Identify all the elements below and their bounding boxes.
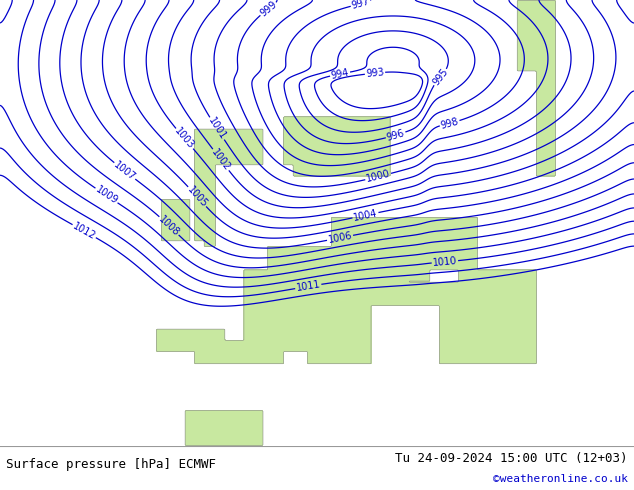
Text: 1007: 1007 — [112, 159, 138, 182]
Text: 1012: 1012 — [71, 221, 98, 242]
Text: 1008: 1008 — [157, 214, 181, 238]
Text: 1002: 1002 — [209, 147, 232, 172]
Text: 997: 997 — [351, 0, 371, 11]
Text: 1003: 1003 — [172, 126, 197, 151]
Text: 1011: 1011 — [295, 279, 321, 294]
Text: Surface pressure [hPa] ECMWF: Surface pressure [hPa] ECMWF — [6, 458, 216, 471]
Text: 1010: 1010 — [432, 256, 458, 268]
Text: 993: 993 — [365, 67, 385, 79]
Text: 1006: 1006 — [327, 231, 353, 245]
Text: 998: 998 — [439, 116, 460, 130]
Text: 1005: 1005 — [185, 184, 209, 209]
Text: 995: 995 — [430, 67, 450, 87]
Text: 1001: 1001 — [206, 116, 228, 142]
Text: 999: 999 — [258, 0, 278, 19]
Text: ©weatheronline.co.uk: ©weatheronline.co.uk — [493, 474, 628, 484]
Text: 1009: 1009 — [93, 185, 119, 206]
Text: Tu 24-09-2024 15:00 UTC (12+03): Tu 24-09-2024 15:00 UTC (12+03) — [395, 452, 628, 465]
Text: 1000: 1000 — [365, 169, 391, 184]
Text: 1004: 1004 — [353, 208, 378, 222]
Text: 996: 996 — [385, 128, 406, 143]
Text: 994: 994 — [330, 67, 350, 81]
